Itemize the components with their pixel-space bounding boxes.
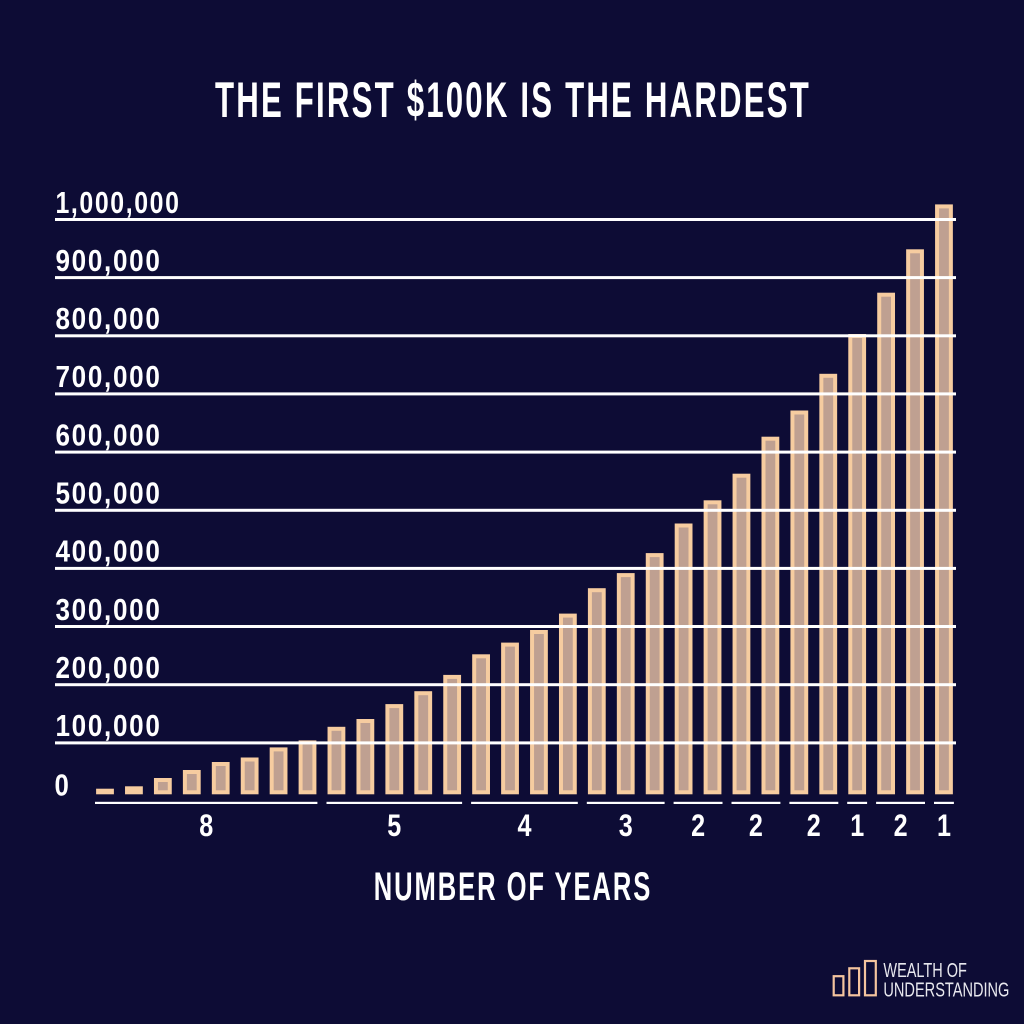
svg-text:0: 0 (55, 768, 71, 803)
svg-text:1: 1 (850, 807, 864, 843)
svg-text:WEALTH OF: WEALTH OF (883, 959, 967, 982)
svg-text:2: 2 (691, 807, 705, 843)
svg-text:400,000: 400,000 (56, 534, 162, 569)
svg-text:THE FIRST $100K IS THE HARDEST: THE FIRST $100K IS THE HARDEST (215, 72, 811, 128)
svg-text:200,000: 200,000 (56, 650, 162, 685)
svg-text:2: 2 (807, 807, 821, 843)
svg-text:UNDERSTANDING: UNDERSTANDING (883, 979, 1009, 1002)
svg-text:NUMBER OF YEARS: NUMBER OF YEARS (374, 865, 653, 909)
svg-text:2: 2 (894, 807, 908, 843)
svg-text:5: 5 (387, 807, 401, 843)
svg-text:1,000,000: 1,000,000 (56, 185, 181, 220)
svg-text:4: 4 (518, 807, 532, 843)
svg-text:700,000: 700,000 (56, 359, 162, 394)
svg-text:800,000: 800,000 (56, 301, 162, 336)
svg-text:1: 1 (937, 807, 951, 843)
svg-text:300,000: 300,000 (56, 592, 162, 627)
svg-text:500,000: 500,000 (56, 476, 162, 511)
svg-text:900,000: 900,000 (56, 243, 162, 278)
svg-text:3: 3 (619, 807, 633, 843)
svg-text:100,000: 100,000 (56, 708, 162, 743)
svg-text:600,000: 600,000 (56, 417, 162, 452)
svg-text:8: 8 (199, 807, 213, 843)
svg-text:2: 2 (749, 807, 763, 843)
